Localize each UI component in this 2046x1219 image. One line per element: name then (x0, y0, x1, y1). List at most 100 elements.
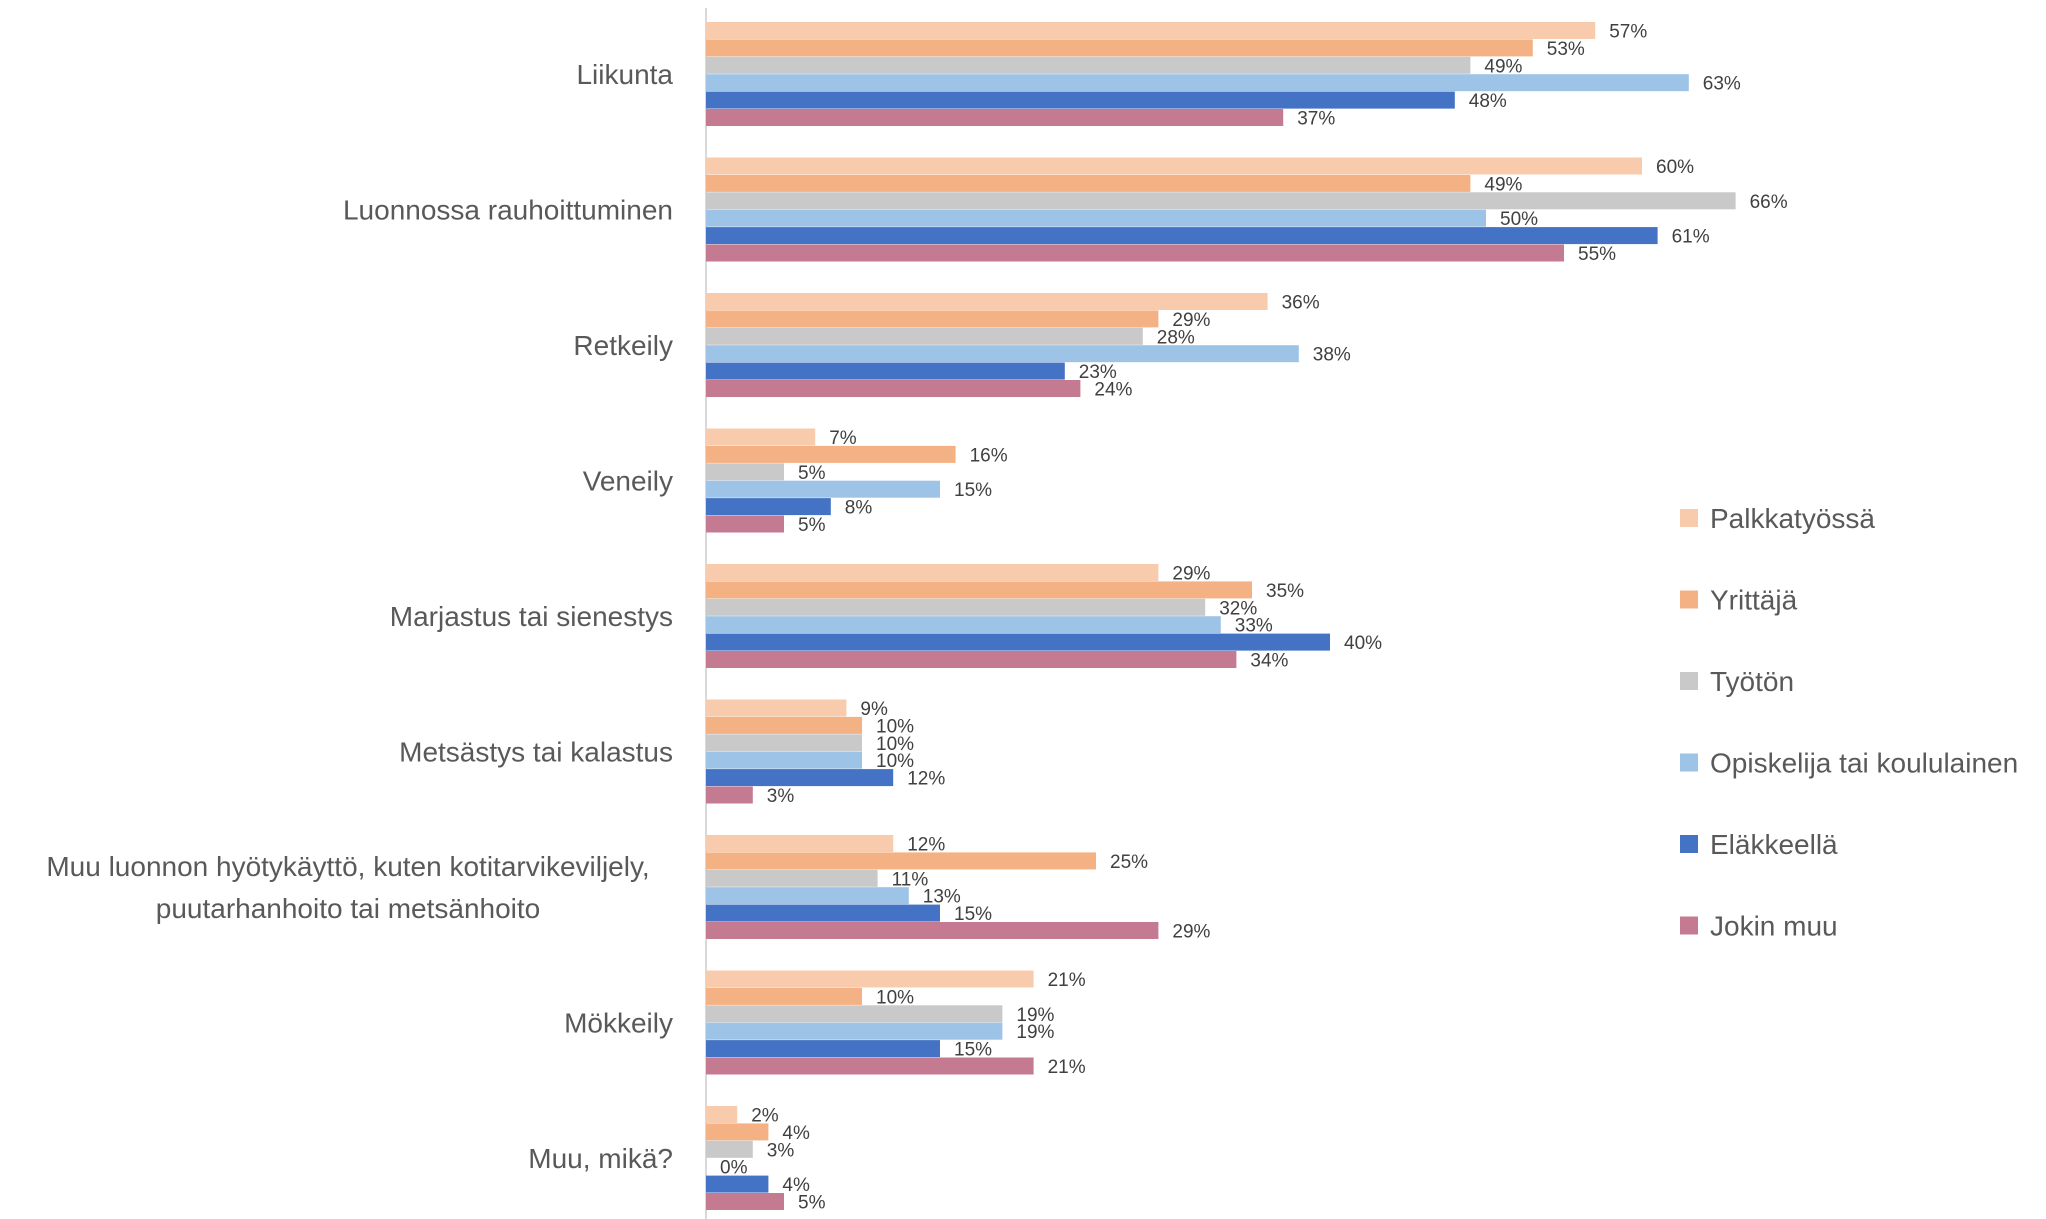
bar (706, 564, 1159, 581)
data-label: 5% (798, 1193, 826, 1214)
bar (706, 922, 1159, 939)
bar (706, 598, 1206, 616)
bar (706, 22, 1596, 39)
data-label: 50% (1500, 209, 1538, 230)
data-label: 21% (1048, 1057, 1086, 1078)
data-label: 33% (1235, 616, 1273, 637)
category-labels-group: Liikunta Luonnossa rauhoittuminen Retkeily… (46, 59, 673, 1174)
data-label: 28% (1157, 327, 1195, 348)
bar (706, 1040, 940, 1058)
data-label: 38% (1313, 345, 1351, 366)
category-label: Muu luonnon hyötykäyttö, kuten kotitarvi… (46, 851, 649, 882)
bar (706, 327, 1143, 345)
legend-label: Yrittäjä (1710, 585, 1798, 616)
data-label: 23% (1079, 362, 1117, 383)
data-label: 7% (829, 428, 857, 449)
bar (706, 904, 940, 922)
data-label: 15% (954, 1040, 992, 1061)
category-label: puutarhanhoito tai metsänhoito (156, 893, 541, 924)
data-label: 16% (970, 445, 1008, 466)
legend-swatch (1680, 916, 1698, 935)
bar (706, 1005, 1003, 1023)
category-label: Marjastus tai sienestys (390, 601, 673, 632)
data-label: 61% (1672, 227, 1710, 248)
bar (706, 786, 753, 804)
bar (706, 1140, 753, 1158)
data-label: 15% (954, 480, 992, 501)
bar (706, 852, 1096, 870)
bar (706, 1123, 769, 1141)
bar (706, 1106, 738, 1123)
data-label: 5% (798, 515, 826, 536)
bar (706, 74, 1689, 92)
data-label: 11% (892, 869, 929, 890)
legend-label: Jokin muu (1710, 911, 1838, 942)
data-label: 0% (720, 1158, 748, 1179)
data-label: 10% (876, 734, 914, 755)
data-label: 36% (1282, 293, 1320, 314)
data-label: 9% (860, 699, 888, 720)
data-label: 53% (1547, 39, 1585, 60)
category-label: Retkeily (573, 330, 673, 361)
data-label: 10% (876, 716, 914, 737)
bar (706, 1193, 784, 1210)
bar (706, 192, 1736, 210)
bar (706, 581, 1252, 599)
bar (706, 56, 1471, 74)
bar (706, 293, 1268, 310)
data-label: 37% (1297, 109, 1335, 130)
bar (706, 751, 862, 769)
bar (706, 244, 1564, 262)
data-label: 8% (845, 498, 873, 519)
bar (706, 157, 1642, 175)
value-labels-group: 57% 53% 49% 63% 48% 37% 60% 49% 66% 50% 61% 55% 36% 2… (720, 22, 1788, 1214)
legend-swatch (1680, 672, 1698, 690)
data-label: 2% (751, 1106, 779, 1127)
data-label: 21% (1048, 970, 1086, 991)
bar (706, 616, 1221, 634)
bar (706, 633, 1330, 651)
category-label: Muu, mikä? (528, 1143, 673, 1174)
data-label: 40% (1344, 633, 1382, 654)
data-label: 5% (798, 463, 826, 484)
data-label: 12% (907, 769, 945, 790)
bar (706, 380, 1081, 397)
legend-label: Opiskelija tai koululainen (1710, 748, 2018, 779)
bar (706, 734, 862, 752)
bar (706, 445, 956, 463)
bar (706, 39, 1533, 57)
bar (706, 1175, 769, 1193)
bar (706, 887, 909, 905)
data-label: 24% (1094, 380, 1132, 401)
legend-label: Palkkatyössä (1710, 503, 1875, 534)
bar (706, 769, 894, 787)
data-label: 63% (1703, 74, 1741, 95)
data-label: 3% (767, 1140, 795, 1161)
data-label: 29% (1172, 922, 1210, 943)
legend-label: Työtön (1710, 666, 1794, 697)
data-label: 66% (1750, 192, 1788, 213)
bar (706, 651, 1237, 668)
category-label: Veneily (583, 466, 673, 497)
category-label: Mökkeily (564, 1008, 673, 1039)
category-label: Liikunta (576, 59, 673, 90)
data-label: 60% (1656, 157, 1694, 178)
legend-label: Eläkkeellä (1710, 829, 1838, 860)
data-label: 55% (1578, 244, 1616, 265)
bar (706, 463, 784, 481)
data-label: 10% (876, 751, 914, 772)
bar (706, 362, 1065, 380)
bar (706, 515, 784, 533)
bar (706, 987, 862, 1005)
legend-swatch (1680, 509, 1698, 527)
data-label: 32% (1219, 598, 1257, 619)
data-label: 34% (1250, 651, 1288, 672)
data-label: 13% (923, 887, 961, 908)
bar (706, 1022, 1003, 1040)
data-label: 12% (907, 835, 945, 856)
data-label: 25% (1110, 852, 1148, 873)
data-label: 49% (1484, 56, 1522, 77)
data-label: 19% (1016, 1022, 1054, 1043)
bars-group (706, 22, 1736, 1210)
